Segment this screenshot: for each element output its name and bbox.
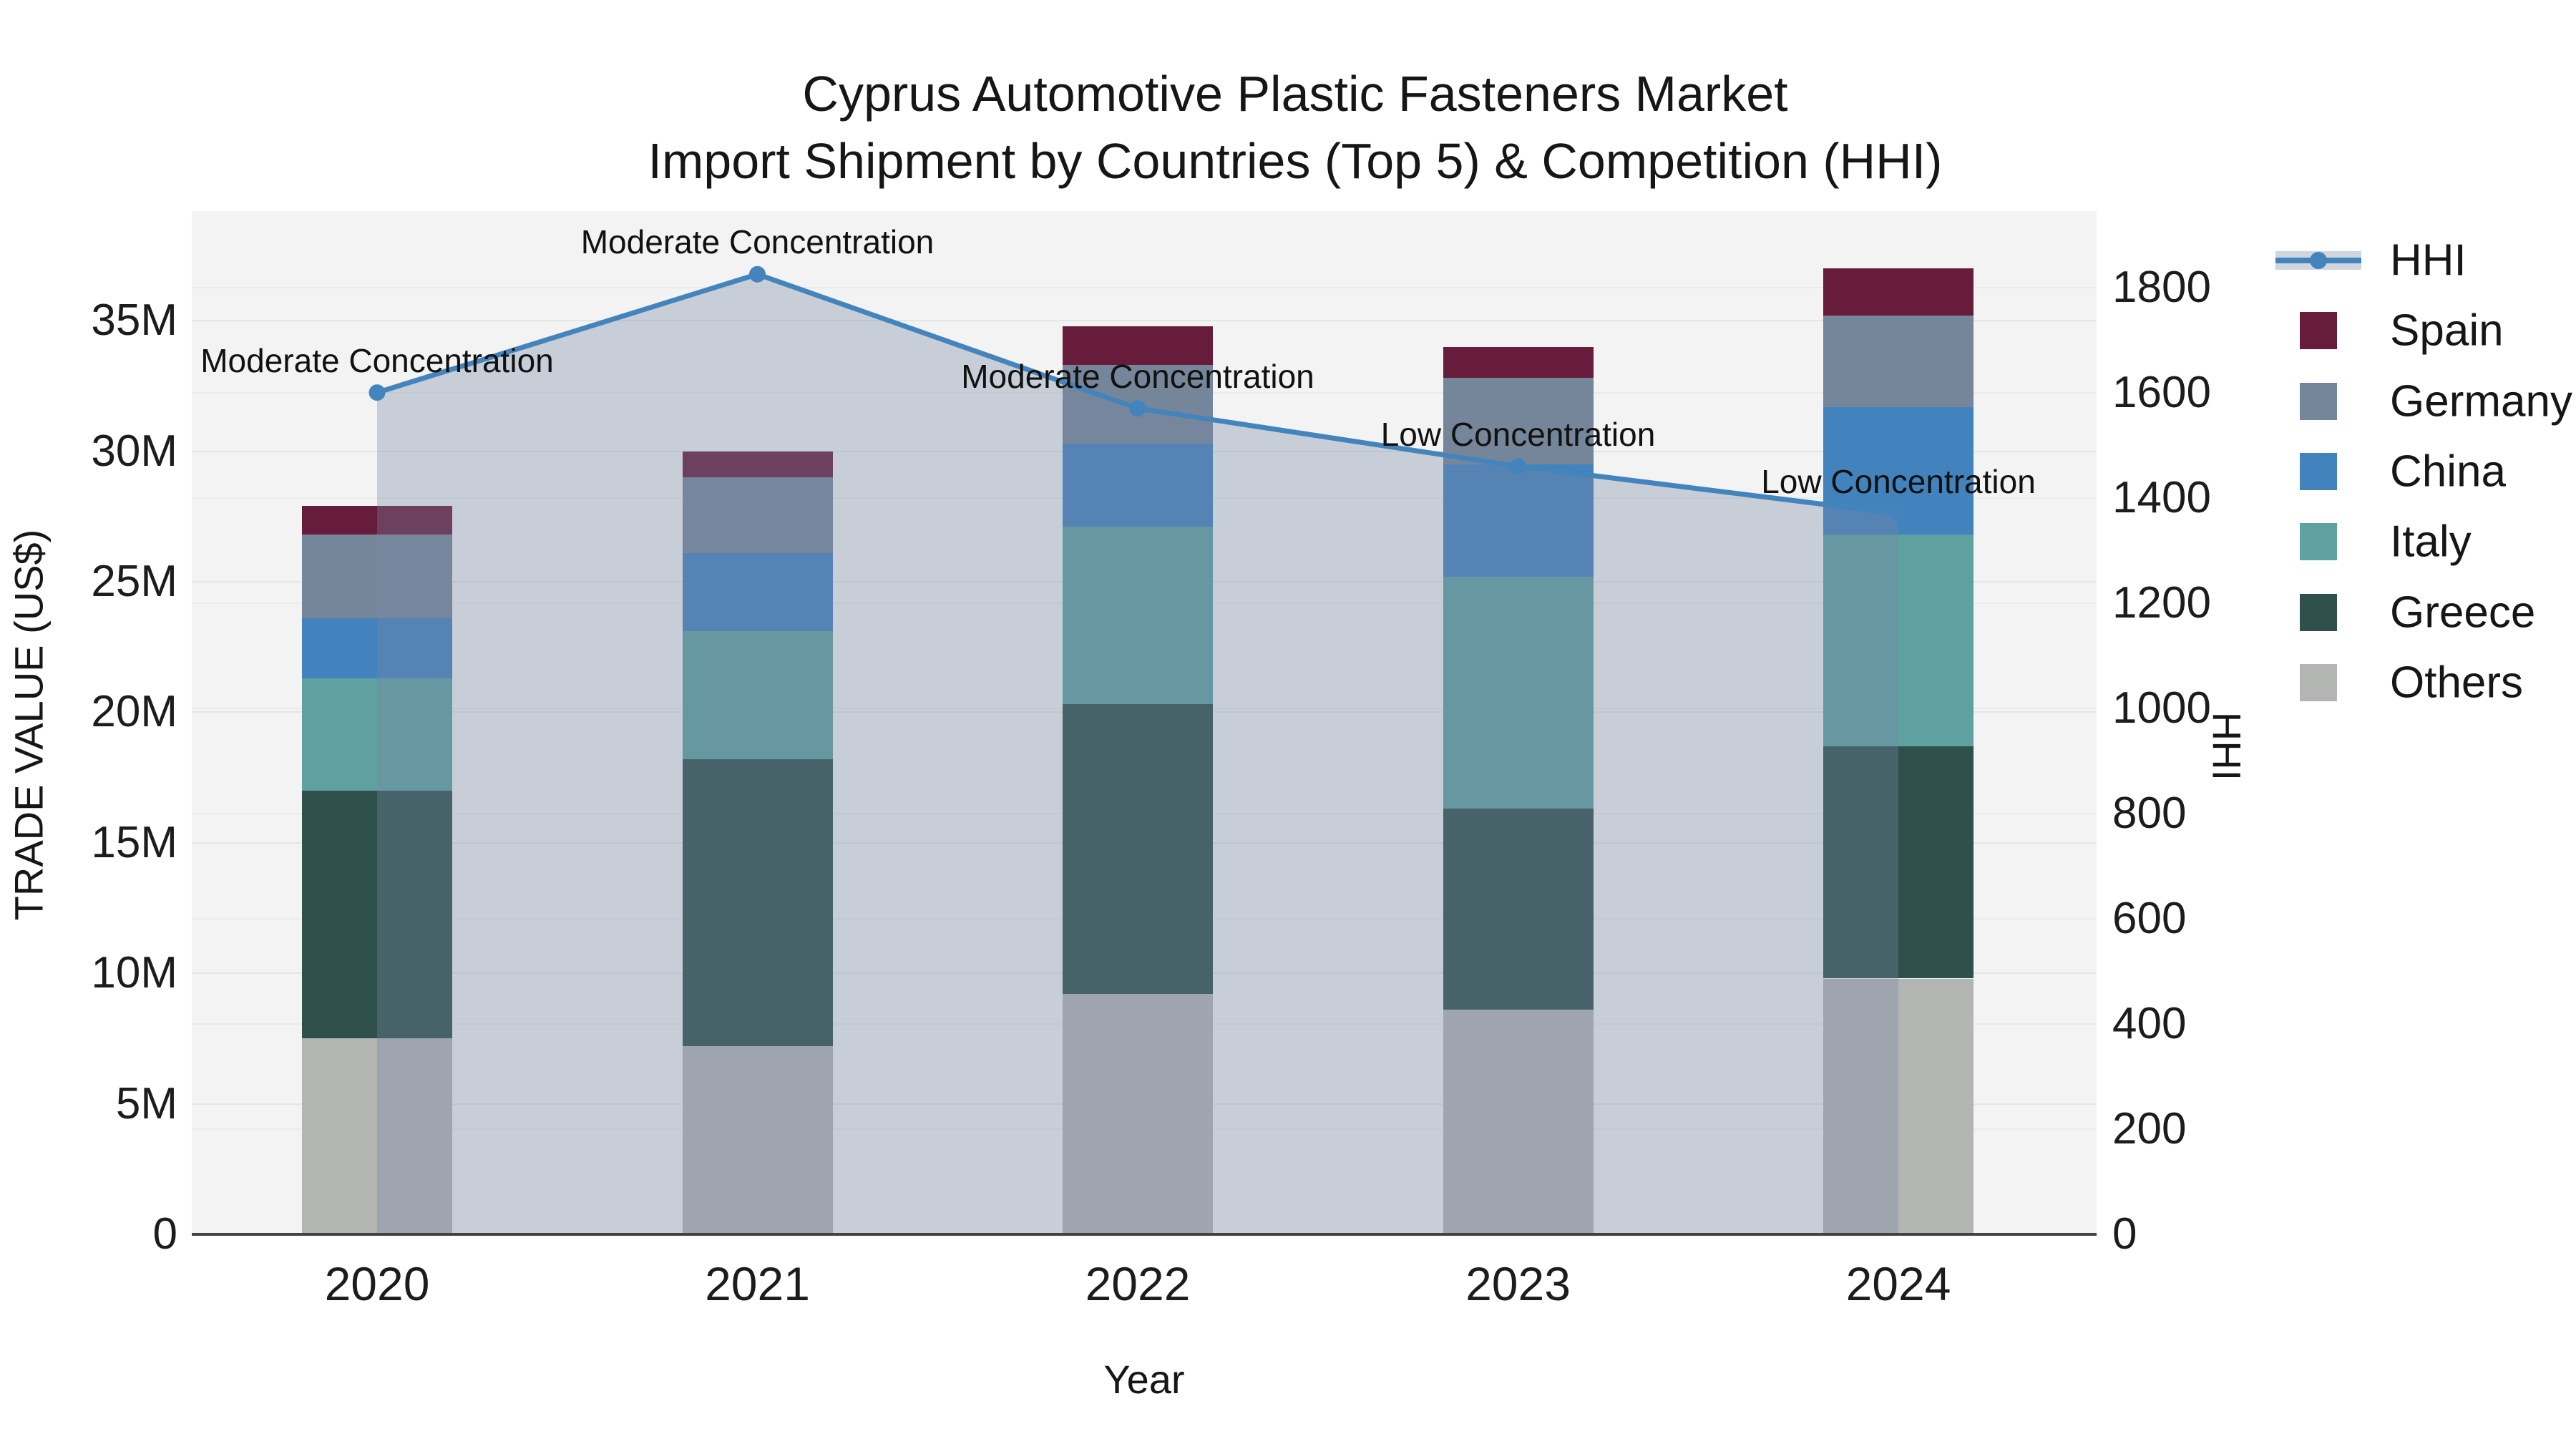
- legend-swatch-germany-icon: [2300, 382, 2337, 420]
- bar-segment-spain: [1823, 268, 1974, 316]
- legend-item-label: China: [2390, 447, 2506, 497]
- y-left-tick-label: 5M: [115, 1078, 177, 1128]
- y-right-tick-label: 800: [2112, 788, 2187, 838]
- x-axis-title: Year: [1103, 1357, 1185, 1402]
- bar-segment-spain: [682, 451, 833, 478]
- bar-segment-greece: [1823, 746, 1974, 979]
- bar-segment-others: [302, 1038, 452, 1234]
- bar-segment-spain: [1443, 346, 1594, 379]
- bar-segment-others: [1063, 994, 1213, 1234]
- legend-item-label: Germany: [2390, 376, 2572, 426]
- y-right-tick-label: 1200: [2112, 577, 2211, 628]
- y-right-tick-label: 600: [2112, 893, 2187, 943]
- y-left-tick-label: 35M: [91, 296, 177, 346]
- gridline-hhi: [192, 286, 2097, 288]
- bar-segment-others: [1443, 1010, 1594, 1234]
- y-right-tick-label: 1000: [2112, 683, 2211, 733]
- y-right-tick-label: 0: [2112, 1209, 2137, 1259]
- bar-segment-spain: [1063, 326, 1213, 366]
- bar-segment-china: [302, 618, 452, 678]
- bar-segment-greece: [302, 790, 452, 1039]
- legend-swatch-greece-icon: [2300, 593, 2337, 631]
- legend-item-label: Italy: [2390, 517, 2472, 567]
- bar-segment-italy: [1443, 576, 1594, 809]
- bar-segment-germany: [302, 535, 452, 619]
- bar-segment-others: [1823, 978, 1974, 1234]
- y-left-axis-title: TRADE VALUE (US$): [6, 529, 52, 921]
- x-tick-label: 2020: [324, 1257, 430, 1310]
- bar-segment-italy: [682, 631, 833, 760]
- hhi-annotation: Moderate Concentration: [961, 357, 1314, 395]
- legend-item-label: Greece: [2390, 587, 2536, 637]
- chart-title-line2: Import Shipment by Countries (Top 5) & C…: [648, 133, 1943, 189]
- hhi-area-fill: [377, 274, 1898, 1235]
- hhi-line-layer: [369, 265, 1907, 1235]
- bar-segment-china: [1443, 464, 1594, 577]
- chart-title: Cyprus Automotive Plastic Fasteners Mark…: [648, 60, 1943, 195]
- y-right-tick-label: 400: [2112, 998, 2187, 1048]
- hhi-marker: [1890, 505, 1907, 522]
- x-tick-label: 2024: [1845, 1257, 1951, 1310]
- bar-segment-italy: [1823, 535, 1974, 746]
- legend-swatch-spain-icon: [2300, 312, 2337, 350]
- legend-hhi-marker-icon: [2310, 252, 2327, 269]
- bar-segment-china: [682, 552, 833, 632]
- bar-segment-china: [1063, 443, 1213, 527]
- bar-segment-germany: [1823, 315, 1974, 407]
- y-left-tick-label: 20M: [91, 687, 177, 737]
- hhi-annotation: Moderate Concentration: [580, 223, 935, 261]
- x-axis-line: [192, 1233, 2097, 1236]
- chart-title-line1: Cyprus Automotive Plastic Fasteners Mark…: [802, 66, 1788, 122]
- bar-segment-greece: [1063, 704, 1213, 995]
- hhi-marker: [369, 384, 386, 401]
- bar-segment-germany: [682, 477, 833, 553]
- bar-segment-italy: [302, 678, 452, 791]
- x-tick-label: 2022: [1085, 1257, 1191, 1310]
- hhi-marker: [749, 265, 766, 283]
- y-left-tick-label: 0: [152, 1209, 177, 1259]
- bar-segment-germany: [1443, 378, 1594, 464]
- y-right-tick-label: 1400: [2112, 472, 2211, 522]
- x-tick-label: 2021: [705, 1257, 810, 1310]
- legend-swatch-others-icon: [2300, 663, 2337, 701]
- y-right-tick-label: 1800: [2112, 262, 2211, 312]
- bar-segment-italy: [1063, 527, 1213, 705]
- hhi-annotation: Moderate Concentration: [200, 341, 554, 379]
- y-right-tick-label: 1600: [2112, 367, 2211, 417]
- y-left-tick-label: 25M: [91, 557, 177, 606]
- bar-segment-others: [682, 1046, 833, 1234]
- legend-item-label: HHI: [2390, 235, 2467, 286]
- y-left-tick-label: 15M: [91, 817, 177, 867]
- y-right-tick-label: 200: [2112, 1103, 2187, 1153]
- legend-swatch-italy-icon: [2300, 523, 2337, 561]
- y-left-tick-label: 10M: [91, 948, 177, 998]
- hhi-marker: [1129, 400, 1146, 417]
- legend-item-label: Others: [2390, 658, 2524, 708]
- y-right-axis-title: HHI: [2204, 711, 2250, 781]
- hhi-marker: [1510, 458, 1526, 475]
- x-tick-label: 2023: [1465, 1257, 1571, 1310]
- hhi-annotation: Low Concentration: [1761, 462, 2036, 500]
- bar-segment-greece: [682, 759, 833, 1047]
- bar-segment-spain: [302, 506, 452, 535]
- gridline-trade: [192, 320, 2097, 322]
- legend-swatch-china-icon: [2300, 452, 2337, 490]
- hhi-annotation: Low Concentration: [1380, 415, 1656, 453]
- legend-item-label: Spain: [2390, 306, 2504, 356]
- bar-segment-greece: [1443, 809, 1594, 1010]
- y-left-tick-label: 30M: [91, 426, 177, 476]
